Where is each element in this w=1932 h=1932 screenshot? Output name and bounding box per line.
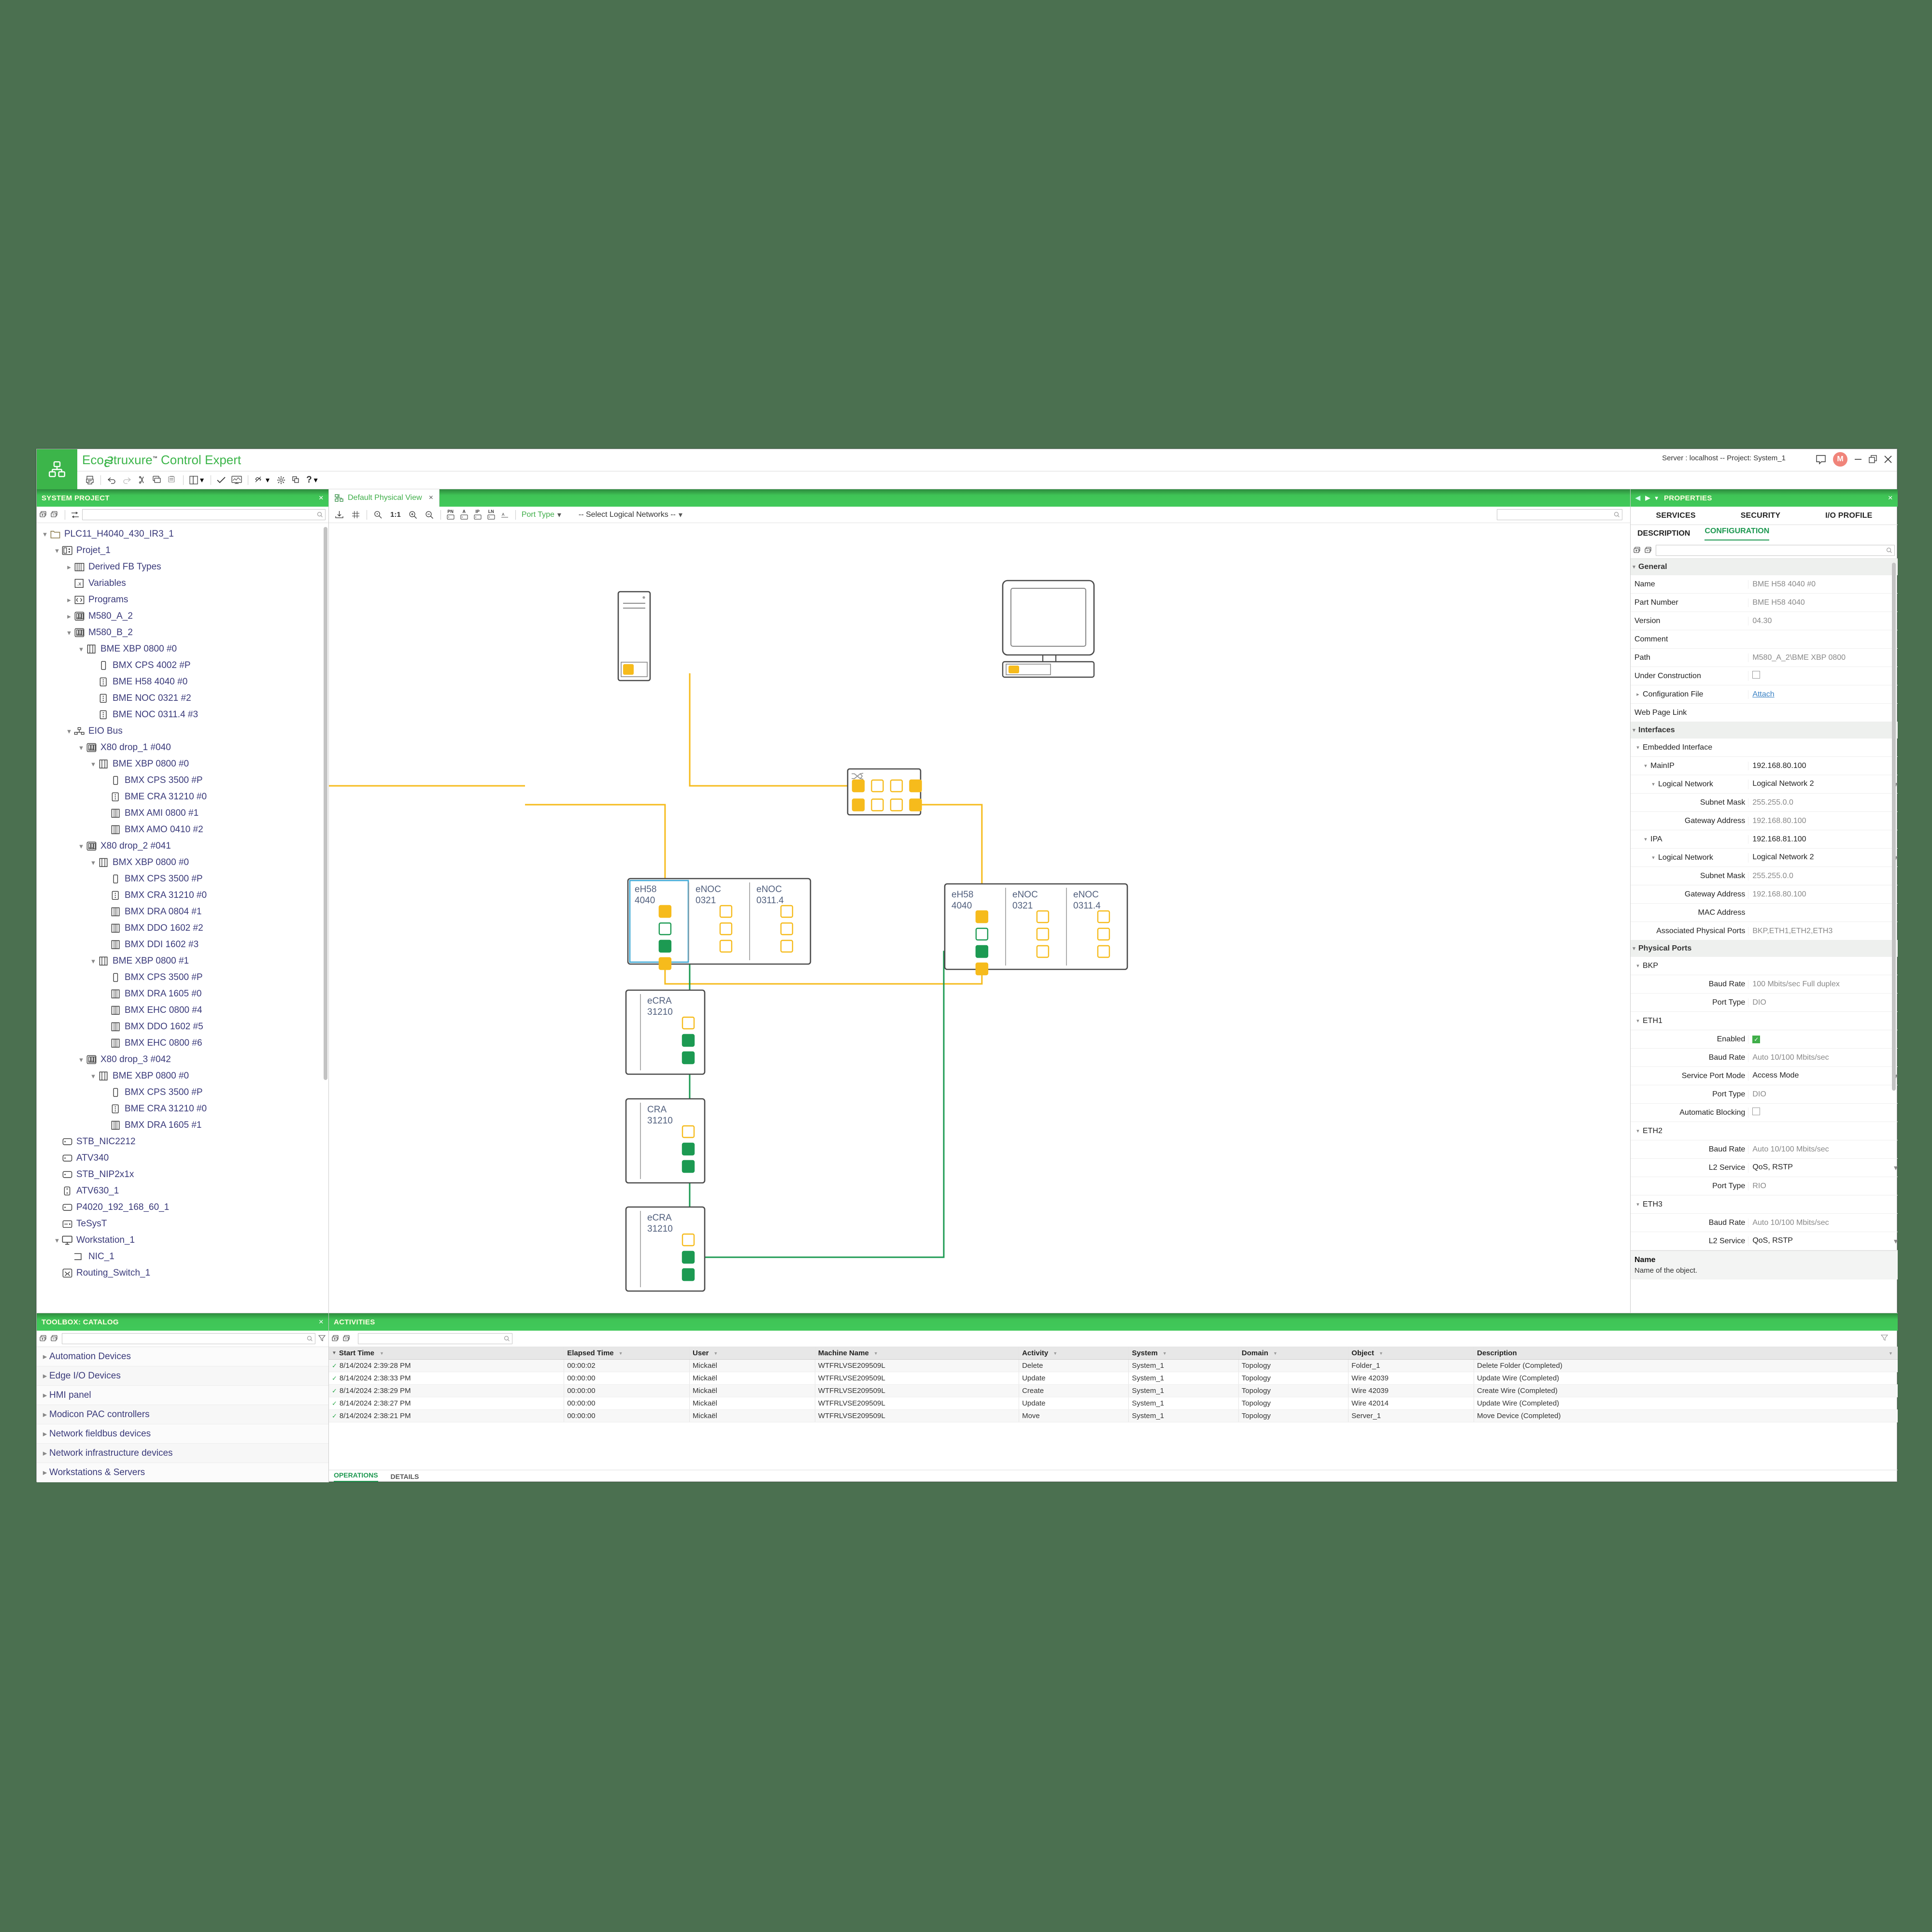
svg-text:0311.4: 0311.4 — [756, 895, 784, 906]
svg-text:CRA: CRA — [647, 1105, 667, 1115]
svg-text:4040: 4040 — [952, 901, 972, 911]
svg-text:31210: 31210 — [647, 1007, 673, 1017]
svg-text:eH58: eH58 — [635, 884, 656, 895]
svg-text:eNOC: eNOC — [756, 884, 782, 895]
svg-text:0311.4: 0311.4 — [1073, 901, 1101, 911]
svg-text:eNOC: eNOC — [1012, 890, 1038, 900]
svg-text:eNOC: eNOC — [696, 884, 721, 895]
svg-text:31210: 31210 — [647, 1116, 673, 1126]
svg-text:eH58: eH58 — [952, 890, 973, 900]
svg-text:eCRA: eCRA — [647, 1213, 672, 1223]
svg-text:A: A — [502, 512, 505, 517]
svg-text:31210: 31210 — [647, 1224, 673, 1234]
svg-text:0321: 0321 — [1012, 901, 1033, 911]
svg-text:eNOC: eNOC — [1073, 890, 1099, 900]
svg-text:.x: .x — [77, 581, 82, 587]
svg-text:eCRA: eCRA — [647, 996, 672, 1006]
svg-text:4040: 4040 — [635, 895, 655, 906]
svg-text:0321: 0321 — [696, 895, 716, 906]
